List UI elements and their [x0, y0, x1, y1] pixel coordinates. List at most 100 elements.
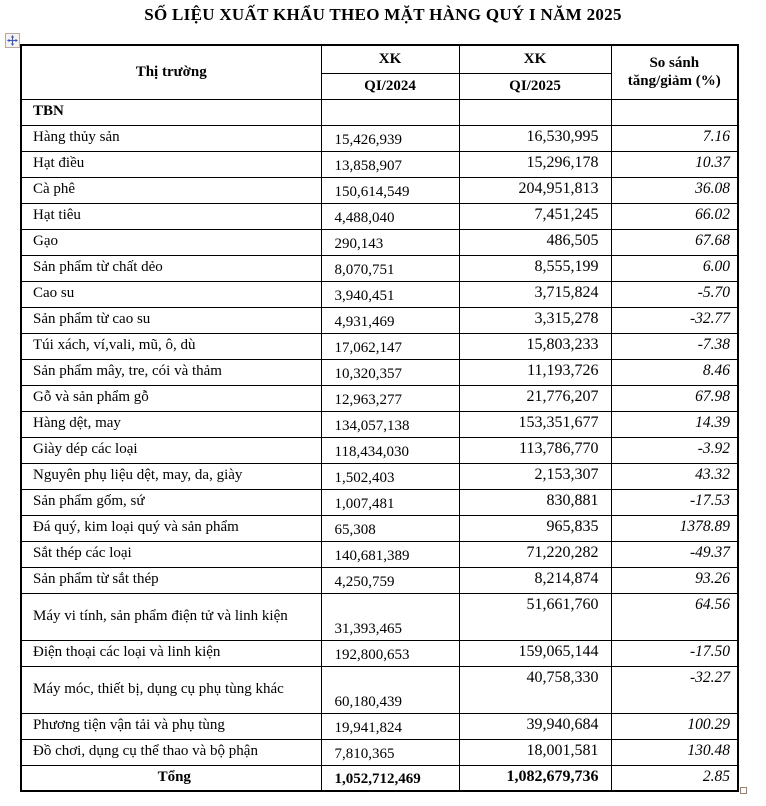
table-row: Gỗ và sản phẩm gỗ 12,963,277 21,776,207 67.… [20, 384, 739, 412]
table-row: Hàng dệt, may 134,057,138 153,351,677 14.39 [20, 410, 739, 438]
table-move-handle[interactable] [5, 33, 20, 48]
change-cell: 7.16 [610, 124, 739, 152]
change-cell: -5.70 [610, 280, 739, 308]
value-2024-cell: 118,434,030 [320, 436, 460, 464]
value-2024-cell: 192,800,653 [320, 639, 460, 667]
table-row: Sản phẩm mây, tre, cói và thảm 10,320,357… [20, 358, 739, 386]
value-2025-cell: 71,220,282 [458, 540, 612, 568]
change-cell: 14.39 [610, 410, 739, 438]
market-cell: Máy vi tính, sản phẩm điện tử và linh ki… [20, 592, 322, 641]
header-q1-2025: QI/2025 [458, 72, 612, 100]
value-2025-cell: 3,315,278 [458, 306, 612, 334]
table-row: Sản phẩm từ sắt thép 4,250,759 8,214,874 93… [20, 566, 739, 594]
value-2025-cell: 21,776,207 [458, 384, 612, 412]
table-row: Sắt thép các loại 140,681,389 71,220,282 -4… [20, 540, 739, 568]
table-row: Hạt tiêu 4,488,040 7,451,245 66.02 [20, 202, 739, 230]
value-2024-cell: 19,941,824 [320, 712, 460, 740]
change-cell: 66.02 [610, 202, 739, 230]
value-2025-cell: 8,214,874 [458, 566, 612, 594]
total-label-cell: Tổng [20, 764, 322, 792]
value-2025-cell: 830,881 [458, 488, 612, 516]
change-cell: 10.37 [610, 150, 739, 178]
value-2025-cell: 8,555,199 [458, 254, 612, 282]
market-cell: Sản phẩm từ sắt thép [20, 566, 322, 594]
value-2025-cell [458, 98, 612, 126]
value-2025-cell: 113,786,770 [458, 436, 612, 464]
value-2025-cell: 965,835 [458, 514, 612, 542]
change-cell: 1378.89 [610, 514, 739, 542]
table-row: Điện thoại các loại và linh kiện 192,800,… [20, 639, 739, 667]
change-cell: 6.00 [610, 254, 739, 282]
table-row: Sản phẩm từ chất dẻo 8,070,751 8,555,199 6.… [20, 254, 739, 282]
change-cell: -17.53 [610, 488, 739, 516]
table-row: Gạo 290,143 486,505 67.68 [20, 228, 739, 256]
value-2024-cell: 3,940,451 [320, 280, 460, 308]
market-cell: Cà phê [20, 176, 322, 204]
table-row: Máy móc, thiết bị, dụng cụ phụ tùng khác… [20, 665, 739, 714]
market-cell: Sản phẩm từ cao su [20, 306, 322, 334]
value-2024-cell: 134,057,138 [320, 410, 460, 438]
table-body: TBN Hàng thủy sản 15,426,939 16,530,995 7.16… [20, 98, 739, 792]
market-cell: Đồ chơi, dụng cụ thể thao và bộ phận [20, 738, 322, 766]
market-cell: Hạt điều [20, 150, 322, 178]
change-cell: -3.92 [610, 436, 739, 464]
market-cell: Gỗ và sản phẩm gỗ [20, 384, 322, 412]
value-2025-cell: 153,351,677 [458, 410, 612, 438]
move-arrows-icon [7, 35, 18, 46]
header-market: Thị trường [20, 44, 322, 100]
table-header: Thị trường XK XK So sánh tăng/giảm (%) Q… [20, 44, 739, 100]
market-cell: Sản phẩm từ chất dẻo [20, 254, 322, 282]
value-2024-cell: 17,062,147 [320, 332, 460, 360]
table-row: Đá quý, kim loại quý và sản phẩm 65,308 96… [20, 514, 739, 542]
value-2025-cell: 204,951,813 [458, 176, 612, 204]
value-2024-cell: 8,070,751 [320, 254, 460, 282]
table-resize-handle[interactable] [740, 787, 747, 794]
table-row: Đồ chơi, dụng cụ thể thao và bộ phận 7,81… [20, 738, 739, 766]
value-2024-cell: 10,320,357 [320, 358, 460, 386]
group-label-cell: TBN [20, 98, 322, 126]
total-row: Tổng 1,052,712,469 1,082,679,736 2.85 [20, 764, 739, 792]
change-cell: -32.27 [610, 665, 739, 714]
page-title: SỐ LIỆU XUẤT KHẨU THEO MẶT HÀNG QUÝ I NĂ… [144, 5, 622, 24]
value-2024-cell: 1,502,403 [320, 462, 460, 490]
value-2024-cell: 7,810,365 [320, 738, 460, 766]
change-cell: 64.56 [610, 592, 739, 641]
table-row: Hàng thủy sản 15,426,939 16,530,995 7.16 [20, 124, 739, 152]
total-change-cell: 2.85 [610, 764, 739, 792]
market-cell: Sắt thép các loại [20, 540, 322, 568]
value-2024-cell: 4,488,040 [320, 202, 460, 230]
market-cell: Điện thoại các loại và linh kiện [20, 639, 322, 667]
market-cell: Cao su [20, 280, 322, 308]
market-cell: Hàng thủy sản [20, 124, 322, 152]
value-2024-cell: 65,308 [320, 514, 460, 542]
table-row: Hạt điều 13,858,907 15,296,178 10.37 [20, 150, 739, 178]
value-2024-cell: 140,681,389 [320, 540, 460, 568]
table-row: Cà phê 150,614,549 204,951,813 36.08 [20, 176, 739, 204]
market-cell: Túi xách, ví,vali, mũ, ô, dù [20, 332, 322, 360]
value-2024-cell: 31,393,465 [320, 592, 460, 641]
total-2025-cell: 1,082,679,736 [458, 764, 612, 792]
export-table: Thị trường XK XK So sánh tăng/giảm (%) Q… [20, 44, 739, 792]
market-cell: Sản phẩm mây, tre, cói và thảm [20, 358, 322, 386]
value-2024-cell: 60,180,439 [320, 665, 460, 714]
value-2025-cell: 15,296,178 [458, 150, 612, 178]
change-cell: 100.29 [610, 712, 739, 740]
table-row: Nguyên phụ liệu dệt, may, da, giày 1,502,… [20, 462, 739, 490]
market-cell: Máy móc, thiết bị, dụng cụ phụ tùng khác [20, 665, 322, 714]
table-row: Máy vi tính, sản phẩm điện tử và linh ki… [20, 592, 739, 641]
value-2024-cell: 290,143 [320, 228, 460, 256]
group-row: TBN [20, 98, 739, 126]
change-cell: 67.98 [610, 384, 739, 412]
value-2024-cell [320, 98, 460, 126]
value-2024-cell: 150,614,549 [320, 176, 460, 204]
value-2025-cell: 16,530,995 [458, 124, 612, 152]
table-row: Túi xách, ví,vali, mũ, ô, dù 17,062,147 15… [20, 332, 739, 360]
value-2025-cell: 11,193,726 [458, 358, 612, 386]
market-cell: Đá quý, kim loại quý và sản phẩm [20, 514, 322, 542]
change-cell: -17.50 [610, 639, 739, 667]
change-cell: 8.46 [610, 358, 739, 386]
change-cell [610, 98, 739, 126]
value-2025-cell: 18,001,581 [458, 738, 612, 766]
change-cell: -49.37 [610, 540, 739, 568]
total-2024-cell: 1,052,712,469 [320, 764, 460, 792]
